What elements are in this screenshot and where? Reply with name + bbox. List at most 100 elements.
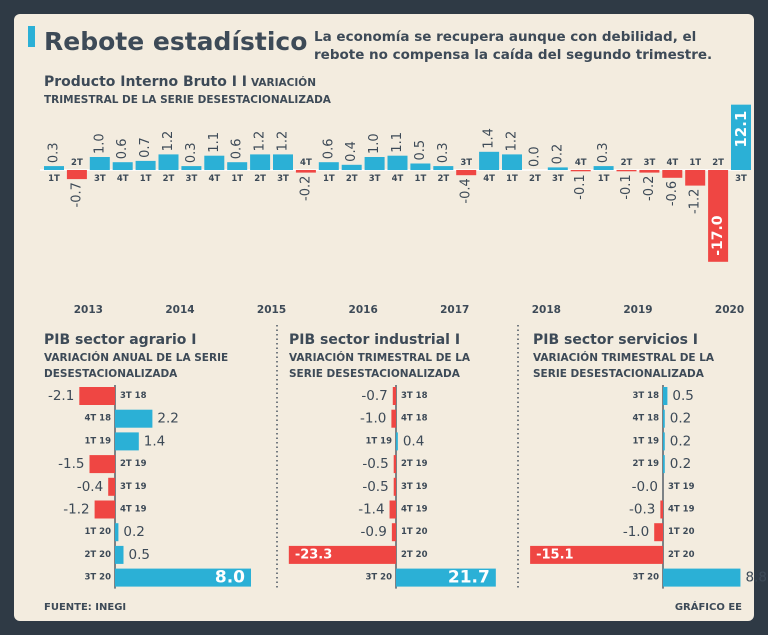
servicios-value-label: -1.0	[623, 524, 649, 540]
industrial-category-label: 3T 20	[365, 573, 392, 583]
pib-value-label: 1.2	[253, 131, 268, 152]
pib-quarter-label: 3T	[186, 174, 198, 184]
pib-year-label: 2017	[440, 304, 469, 316]
pib-bar	[593, 166, 614, 170]
agrario-category-label: 2T 19	[120, 459, 147, 469]
pib-bar	[479, 151, 500, 170]
pib-value-label: 0.0	[527, 146, 542, 167]
pib-value-label: -0.1	[573, 174, 588, 199]
agrario-category-label: 4T 18	[84, 414, 111, 424]
pib-quarter-label: 3T	[94, 174, 106, 184]
servicios-category-label: 3T 18	[632, 391, 659, 401]
pib-value-label: 0.6	[321, 139, 336, 160]
pib-value-label: 1.2	[161, 131, 176, 152]
pib-quarter-label: 2T	[621, 158, 633, 168]
servicios-value-label: -15.1	[536, 547, 573, 562]
servicios-bar-chart: 0.5 3T 18 0.2 4T 18 0.2 1T 19 0.2 2T 19 -0.0 3T 1…	[530, 385, 767, 589]
pib-chart-title-main: Producto Interno Bruto I I	[44, 74, 247, 90]
agrario-value-label: -2.1	[48, 388, 74, 404]
pib-value-label: 0.6	[230, 139, 245, 160]
pib-bar	[135, 160, 156, 170]
servicios-subtitle-line1: VARIACIÓN TRIMESTRAL DE LA	[533, 351, 715, 364]
pib-value-label: 0.3	[436, 142, 451, 163]
servicios-title: PIB sector servicios I	[533, 332, 698, 348]
agrario-bar	[115, 409, 153, 428]
servicios-value-label: -0.0	[632, 479, 658, 495]
page-subtitle-line2: rebote no compensa la caída del segundo …	[314, 47, 712, 63]
industrial-category-label: 1T 20	[401, 527, 428, 537]
servicios-value-label: 0.2	[670, 456, 691, 472]
pib-value-label: -0.4	[459, 178, 474, 203]
servicios-value-label: -0.3	[629, 502, 655, 518]
servicios-category-label: 3T 20	[632, 573, 659, 583]
industrial-bar	[389, 500, 396, 519]
pib-bar	[273, 154, 293, 170]
servicios-category-label: 2T 20	[668, 550, 695, 560]
agrario-value-label: 1.4	[144, 433, 165, 449]
page-subtitle-line1: La economía se recupera aunque con debil…	[314, 29, 696, 45]
pib-value-label: 0.3	[184, 142, 199, 163]
pib-quarter-label: 3T	[277, 174, 289, 184]
servicios-bar	[663, 568, 741, 587]
pib-bar	[547, 167, 568, 170]
pib-bar	[158, 154, 179, 170]
agrario-category-label: 4T 19	[120, 505, 147, 515]
pib-quarter-label: 4T	[483, 174, 495, 184]
pib-quarter-label: 2T	[437, 174, 449, 184]
pib-year-label: 2014	[165, 304, 194, 316]
servicios-bar	[663, 432, 665, 451]
pib-chart-title: Producto Interno Bruto I I VARIACIÓN	[44, 74, 316, 90]
pib-quarter-label: 1T	[689, 158, 701, 168]
pib-quarter-label: 2T	[346, 174, 358, 184]
agrario-bar	[115, 523, 119, 542]
servicios-bar	[663, 387, 668, 405]
servicios-bar	[660, 500, 663, 519]
agrario-value-label: 2.2	[157, 411, 178, 427]
servicios-bar	[654, 523, 663, 542]
pib-value-label: 0.3	[596, 142, 611, 163]
pib-quarter-label: 1T	[506, 174, 518, 184]
industrial-value-label: 21.7	[448, 568, 490, 588]
industrial-category-label: 3T 19	[401, 482, 428, 492]
pib-value-label: -0.7	[69, 182, 84, 207]
pib-quarter-label: 4T	[575, 158, 587, 168]
servicios-bar	[530, 545, 663, 564]
pib-value-label: 0.6	[115, 139, 130, 160]
agrario-bar	[94, 500, 115, 519]
credit-note: GRÁFICO EE	[675, 600, 742, 613]
agrario-bar	[108, 477, 115, 496]
pib-bar-chart: 0.3 1T -0.7 2T 1.0 3T 0.6 4T 0.7 1T 1.2 2T 0.3 3T 1.1 4…	[40, 104, 751, 262]
agrario-subtitle-line1: VARIACIÓN ANUAL DE LA SERIE	[44, 351, 228, 364]
industrial-bar	[288, 545, 396, 564]
pib-year-label: 2013	[74, 304, 103, 316]
pib-quarter-label: 3T	[369, 174, 381, 184]
industrial-value-label: -0.7	[361, 388, 387, 404]
agrario-bar-chart: -2.1 3T 18 2.2 4T 18 1.4 1T 19-1.5 2T 19 -0.4 3T…	[48, 385, 251, 589]
servicios-subtitle-line2: SERIE DESESTACIONALIZADA	[533, 368, 705, 380]
pib-chart-subtitle: TRIMESTRAL DE LA SERIE DESESTACIONALIZAD…	[44, 94, 332, 106]
pib-bar	[616, 170, 637, 172]
pib-bar	[639, 170, 660, 173]
pib-bar	[410, 163, 431, 170]
pib-bar	[66, 170, 87, 180]
agrario-bar	[79, 387, 115, 405]
industrial-category-label: 4T 19	[401, 505, 428, 515]
pib-quarter-label: 3T	[460, 158, 472, 168]
agrario-category-label: 1T 20	[84, 527, 111, 537]
pib-quarter-label: 2T	[71, 158, 83, 168]
servicios-value-label: 0.2	[670, 433, 691, 449]
industrial-value-label: -23.3	[295, 547, 332, 562]
pib-bar	[708, 170, 729, 262]
agrario-bar	[89, 455, 115, 474]
servicios-value-label: 8.8	[745, 570, 766, 586]
agrario-value-label: -1.5	[58, 456, 84, 472]
industrial-bar	[393, 455, 396, 474]
agrario-subtitle-line2: DESESTACIONALIZADA	[44, 368, 178, 380]
infographic-background	[14, 14, 754, 621]
servicios-value-label: 0.2	[670, 411, 691, 427]
agrario-category-label: 3T 18	[120, 391, 147, 401]
industrial-subtitle-line2: SERIE DESESTACIONALIZADA	[289, 368, 461, 380]
pib-quarter-label: 4T	[666, 158, 678, 168]
pib-quarter-label: 4T	[392, 174, 404, 184]
industrial-bar	[396, 432, 398, 451]
